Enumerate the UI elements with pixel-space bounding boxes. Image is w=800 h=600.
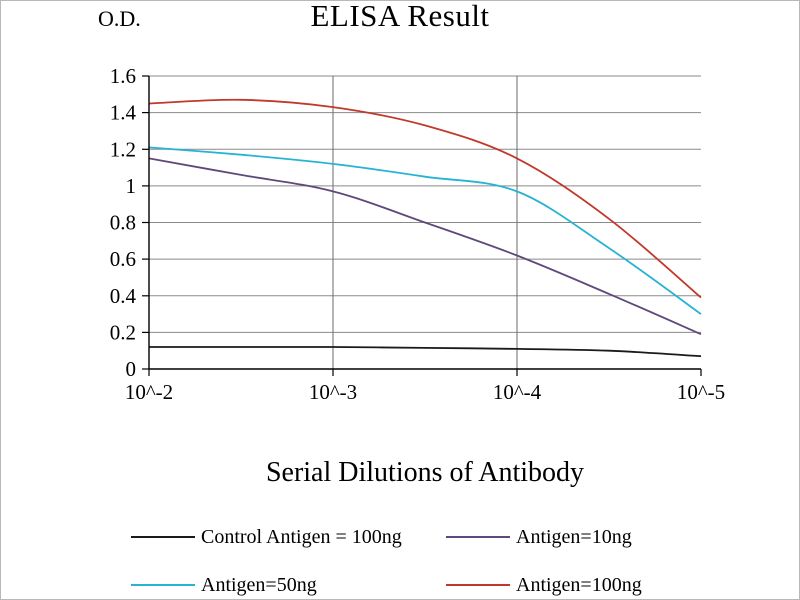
series-line-antigen-10ng	[148, 157, 702, 336]
legend-label-control: Control Antigen = 100ng	[201, 525, 402, 548]
legend-label-antigen-10ng: Antigen=10ng	[516, 525, 632, 548]
y-tick-label: 1.4	[110, 101, 137, 125]
legend-item-antigen-50ng: Antigen=50ng	[131, 571, 446, 599]
legend-line-sample-control	[131, 536, 195, 538]
chart-title: ELISA Result	[310, 0, 490, 33]
y-tick-label: 0.4	[110, 284, 137, 308]
legend-label-antigen-50ng: Antigen=50ng	[201, 573, 317, 596]
y-axis-label: O.D.	[98, 6, 141, 31]
y-tick-label: 1.6	[110, 64, 136, 88]
legend-item-antigen-100ng: Antigen=100ng	[446, 571, 741, 599]
series-line-antigen-100ng	[148, 98, 702, 299]
x-tick-label: 10^-2	[125, 380, 173, 404]
legend-line-sample-antigen-10ng	[446, 536, 510, 538]
series-line-antigen-50ng	[148, 146, 702, 315]
y-tick-label: 1	[126, 174, 137, 198]
x-tick-label: 10^-5	[677, 380, 725, 404]
legend-item-control-antigen: Control Antigen = 100ng	[131, 523, 446, 551]
series-line-control-antigen-100ng	[149, 346, 702, 358]
legend-line-sample-antigen-100ng	[446, 584, 510, 586]
legend-label-antigen-100ng: Antigen=100ng	[516, 573, 642, 596]
y-tick-label: 0.2	[110, 320, 136, 344]
y-tick-label: 0	[126, 357, 137, 381]
legend: Control Antigen = 100ng Antigen=10ng Ant…	[131, 523, 741, 599]
y-tick-label: 0.8	[110, 211, 136, 235]
x-tick-label: 10^-3	[309, 380, 357, 404]
y-tick-label: 0.6	[110, 247, 136, 271]
legend-line-sample-antigen-50ng	[131, 584, 195, 586]
x-tick-label: 10^-4	[493, 380, 542, 404]
x-axis-label: Serial Dilutions of Antibody	[265, 457, 585, 488]
y-tick-label: 1.2	[110, 137, 136, 161]
legend-item-antigen-10ng: Antigen=10ng	[446, 523, 741, 551]
